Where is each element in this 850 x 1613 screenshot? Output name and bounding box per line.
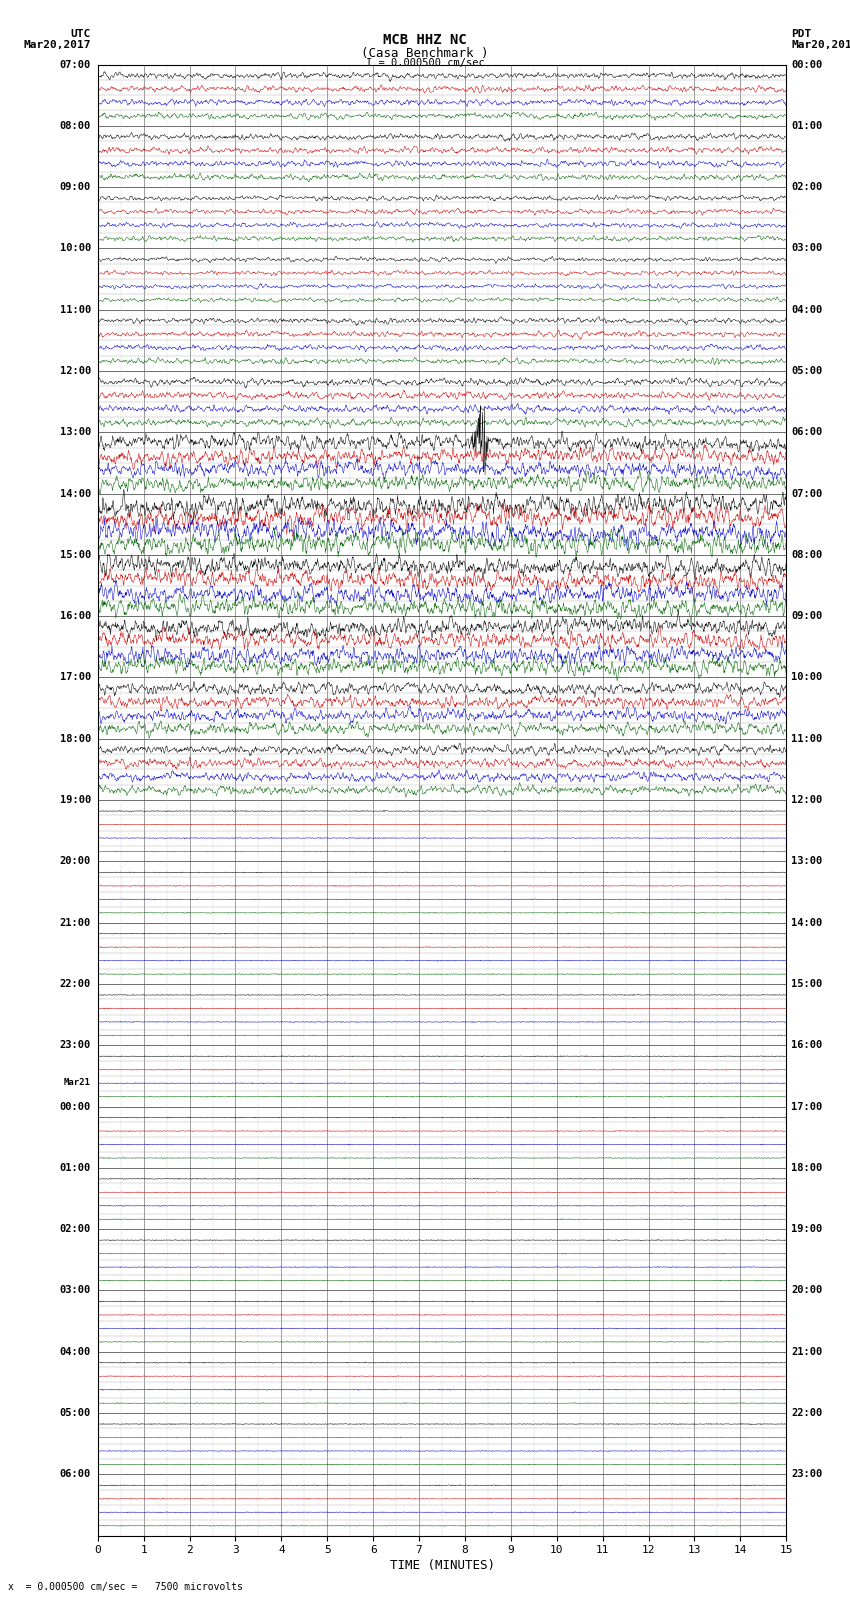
Text: Mar20,2017: Mar20,2017 [791,40,850,50]
Text: 04:00: 04:00 [60,1347,91,1357]
Text: 07:00: 07:00 [791,489,823,498]
Text: 18:00: 18:00 [791,1163,823,1173]
Text: 23:00: 23:00 [791,1469,823,1479]
Text: 03:00: 03:00 [791,244,823,253]
Text: 19:00: 19:00 [791,1224,823,1234]
Text: x  = 0.000500 cm/sec =   7500 microvolts: x = 0.000500 cm/sec = 7500 microvolts [8,1582,243,1592]
Text: 04:00: 04:00 [791,305,823,315]
Text: 02:00: 02:00 [60,1224,91,1234]
Text: 17:00: 17:00 [60,673,91,682]
Text: 21:00: 21:00 [791,1347,823,1357]
Text: 21:00: 21:00 [60,918,91,927]
Text: 20:00: 20:00 [60,857,91,866]
Text: 08:00: 08:00 [60,121,91,131]
Text: 20:00: 20:00 [791,1286,823,1295]
Text: 14:00: 14:00 [60,489,91,498]
Text: 13:00: 13:00 [791,857,823,866]
Text: 00:00: 00:00 [60,1102,91,1111]
Text: 05:00: 05:00 [791,366,823,376]
Text: 09:00: 09:00 [60,182,91,192]
Text: 15:00: 15:00 [791,979,823,989]
Text: 06:00: 06:00 [60,1469,91,1479]
Text: MCB HHZ NC: MCB HHZ NC [383,34,467,47]
Text: 01:00: 01:00 [60,1163,91,1173]
Text: 11:00: 11:00 [791,734,823,744]
Text: 08:00: 08:00 [791,550,823,560]
Text: (Casa Benchmark ): (Casa Benchmark ) [361,47,489,60]
Text: 02:00: 02:00 [791,182,823,192]
Text: 18:00: 18:00 [60,734,91,744]
Text: 10:00: 10:00 [791,673,823,682]
Text: 15:00: 15:00 [60,550,91,560]
Text: 14:00: 14:00 [791,918,823,927]
Text: 03:00: 03:00 [60,1286,91,1295]
Text: 16:00: 16:00 [791,1040,823,1050]
Text: 13:00: 13:00 [60,427,91,437]
Text: I = 0.000500 cm/sec: I = 0.000500 cm/sec [366,58,484,68]
X-axis label: TIME (MINUTES): TIME (MINUTES) [389,1560,495,1573]
Text: 22:00: 22:00 [791,1408,823,1418]
Text: 00:00: 00:00 [791,60,823,69]
Text: 09:00: 09:00 [791,611,823,621]
Text: Mar21: Mar21 [64,1077,91,1087]
Text: 06:00: 06:00 [791,427,823,437]
Text: 07:00: 07:00 [60,60,91,69]
Text: 23:00: 23:00 [60,1040,91,1050]
Text: 12:00: 12:00 [60,366,91,376]
Text: 22:00: 22:00 [60,979,91,989]
Text: Mar20,2017: Mar20,2017 [24,40,91,50]
Text: 17:00: 17:00 [791,1102,823,1111]
Text: 05:00: 05:00 [60,1408,91,1418]
Text: UTC: UTC [71,29,91,39]
Text: 16:00: 16:00 [60,611,91,621]
Text: 11:00: 11:00 [60,305,91,315]
Text: PDT: PDT [791,29,812,39]
Text: 12:00: 12:00 [791,795,823,805]
Text: 19:00: 19:00 [60,795,91,805]
Text: 01:00: 01:00 [791,121,823,131]
Text: 10:00: 10:00 [60,244,91,253]
